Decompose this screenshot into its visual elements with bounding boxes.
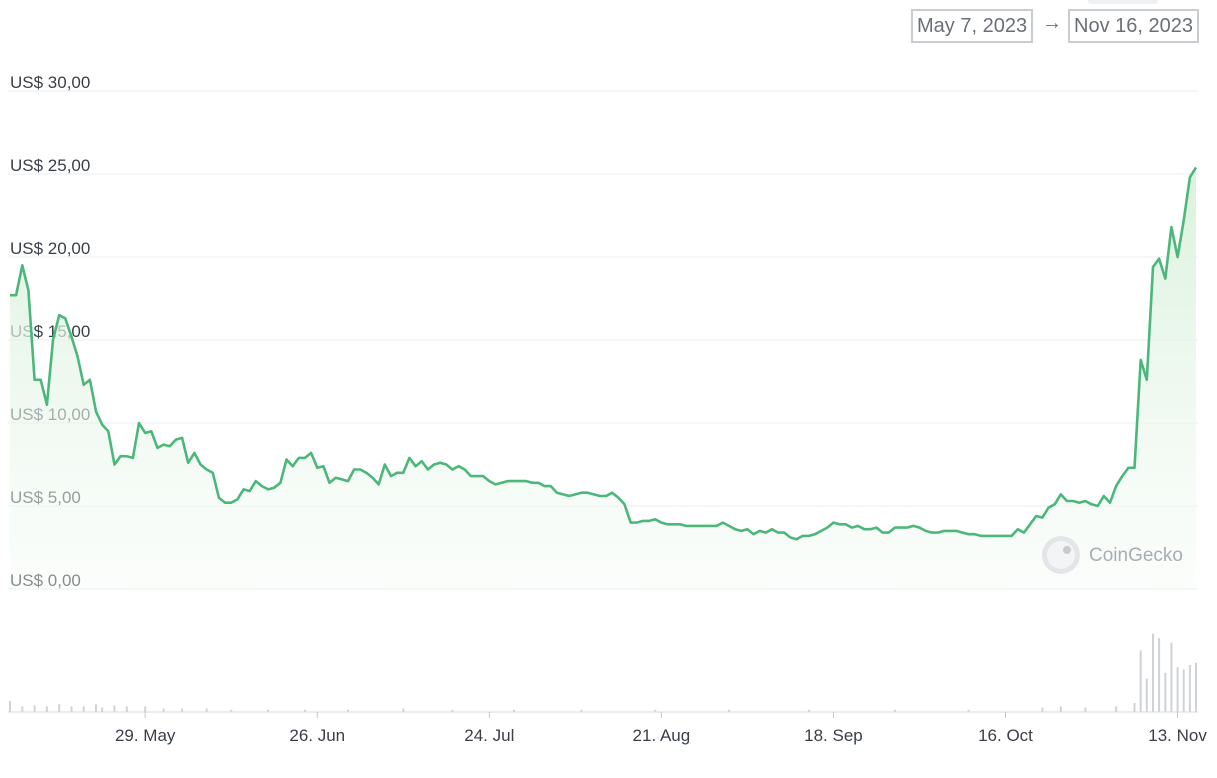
volume-bar <box>654 709 657 712</box>
coingecko-logo-inner <box>1047 541 1075 569</box>
volume-bar <box>1188 665 1191 712</box>
x-tick-label: 16. Oct <box>978 726 1033 745</box>
date-range-to[interactable]: Nov 16, 2023 <box>1068 9 1199 43</box>
volume-bar <box>402 708 405 712</box>
volume-bar <box>512 709 515 712</box>
y-tick-label: US$ 20,00 <box>10 239 90 258</box>
volume-bar <box>1170 642 1173 712</box>
volume-bar <box>181 708 184 712</box>
volume-bar <box>1059 706 1062 712</box>
volume-bar <box>1041 707 1044 712</box>
volume-bar <box>1133 703 1136 712</box>
volume-bar <box>807 709 810 712</box>
volume-bar <box>1158 638 1161 712</box>
volume-bar <box>125 706 128 712</box>
volume-bars <box>9 633 1197 712</box>
volume-bar <box>205 708 208 712</box>
volume-bar <box>728 709 730 712</box>
volume-bar <box>9 700 11 712</box>
volume-bar <box>33 705 36 712</box>
range-tab-stub[interactable] <box>1088 0 1158 4</box>
x-tick-label: 21. Aug <box>633 726 691 745</box>
volume-bar <box>304 709 306 712</box>
y-tick-label: US$ 30,00 <box>10 73 90 92</box>
volume-bar <box>1164 672 1167 712</box>
volume-bar <box>70 706 73 712</box>
volume-bar <box>1145 678 1148 712</box>
volume-bar <box>144 706 147 712</box>
volume-bar <box>113 705 116 712</box>
volume-bar <box>162 708 165 712</box>
volume-bar <box>21 706 24 712</box>
volume-bar <box>967 709 970 712</box>
price-line <box>10 166 1198 541</box>
volume-bar <box>82 706 85 712</box>
volume-bar <box>1176 667 1179 712</box>
coingecko-watermark: CoinGecko <box>1042 536 1183 574</box>
volume-bar <box>1182 669 1185 712</box>
coingecko-logo-eye <box>1063 546 1071 554</box>
volume-bar <box>451 709 454 712</box>
date-range-from[interactable]: May 7, 2023 <box>911 9 1034 43</box>
x-tick-label: 18. Sep <box>804 726 863 745</box>
x-tick-label: 29. May <box>115 726 176 745</box>
volume-bar <box>580 709 583 712</box>
volume-bar <box>1139 650 1142 712</box>
watermark-text: CoinGecko <box>1089 545 1183 566</box>
volume-bar <box>1195 662 1197 712</box>
volume-bar <box>267 709 270 712</box>
volume-bar <box>893 709 896 712</box>
x-axis: 29. May 26. Jun 24. Jul 21. Aug 18. Sep 16. O… <box>115 712 1207 745</box>
volume-bar <box>230 709 233 712</box>
date-to-field[interactable]: Nov 16, 2023 <box>1068 9 1199 43</box>
price-area <box>10 167 1196 589</box>
volume-bar <box>347 709 349 712</box>
volume-bar <box>58 704 61 712</box>
y-tick-label: US$ 25,00 <box>10 156 90 175</box>
volume-bar <box>101 707 104 712</box>
x-tick-label: 13. Nov <box>1148 726 1207 745</box>
range-arrow-icon: → <box>1042 12 1062 34</box>
volume-bar <box>1152 633 1154 712</box>
x-tick-label: 26. Jun <box>289 726 345 745</box>
volume-bar <box>1115 706 1118 712</box>
volume-bar <box>95 704 97 712</box>
volume-bar <box>1084 707 1087 712</box>
date-from-field[interactable]: May 7, 2023 <box>911 9 1034 43</box>
x-tick-label: 24. Jul <box>464 726 514 745</box>
volume-bar <box>45 706 48 712</box>
